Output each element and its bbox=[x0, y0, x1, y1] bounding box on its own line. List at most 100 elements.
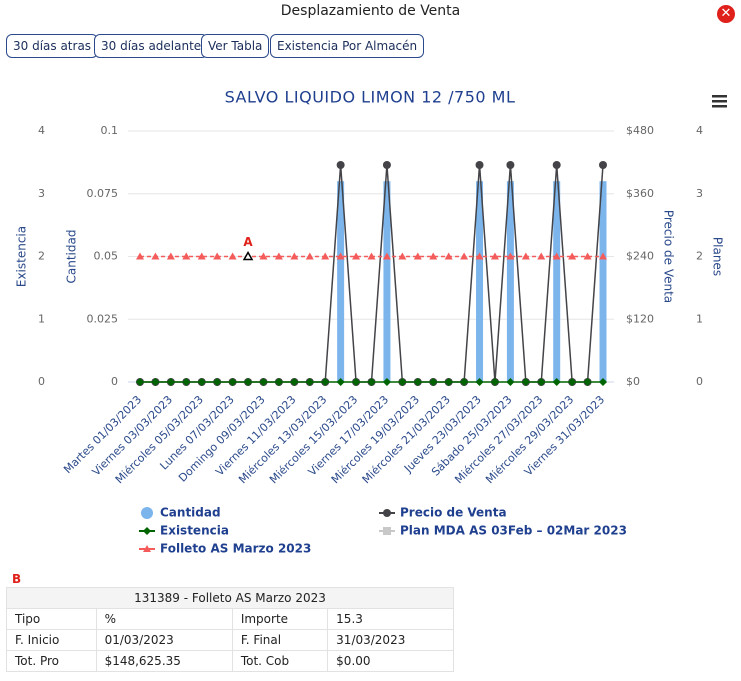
point bbox=[166, 252, 175, 260]
point bbox=[521, 378, 530, 386]
point bbox=[259, 252, 268, 260]
point bbox=[537, 378, 546, 386]
point bbox=[413, 252, 422, 260]
point bbox=[166, 378, 175, 386]
button[interactable]: Existencia Por Almacén bbox=[270, 34, 425, 58]
menu-bar bbox=[712, 100, 727, 103]
y-tick-label: 1 bbox=[696, 312, 703, 325]
point bbox=[599, 252, 607, 260]
y-tick-label: 0.05 bbox=[94, 250, 119, 263]
point bbox=[599, 160, 607, 169]
series-line bbox=[140, 164, 604, 383]
legend-item[interactable]: Cantidad bbox=[141, 506, 221, 520]
point bbox=[305, 378, 314, 386]
y-tick-label: 0 bbox=[111, 375, 118, 388]
point bbox=[475, 160, 484, 169]
point bbox=[599, 378, 607, 386]
point bbox=[259, 378, 268, 386]
point bbox=[490, 378, 499, 386]
legend-label: Existencia bbox=[160, 524, 229, 538]
legend-label: Plan MDA AS 03Feb – 02Mar 2023 bbox=[400, 524, 627, 538]
table-cell: F. Final bbox=[231, 629, 329, 651]
point bbox=[552, 160, 561, 169]
point bbox=[521, 252, 530, 260]
y-tick-label: 2 bbox=[38, 250, 45, 263]
button[interactable]: Ver Tabla bbox=[201, 34, 270, 58]
table-cell: $148,625.35 bbox=[95, 650, 233, 672]
legend-marker bbox=[383, 509, 391, 517]
point bbox=[382, 160, 391, 169]
y-tick-label: 2 bbox=[696, 250, 703, 263]
legend-marker bbox=[143, 527, 151, 535]
point bbox=[197, 378, 206, 386]
point bbox=[367, 378, 376, 386]
table-cell: F. Inicio bbox=[6, 629, 97, 651]
table-cell: $0.00 bbox=[327, 650, 454, 672]
axis-title: Cantidad bbox=[65, 230, 79, 284]
point bbox=[583, 252, 592, 260]
dialog-title: Desplazamiento de Venta bbox=[280, 3, 461, 19]
y-tick-label: 0.1 bbox=[101, 124, 119, 137]
legend-item[interactable]: Folleto AS Marzo 2023 bbox=[139, 542, 311, 556]
table-cell: 15.3 bbox=[327, 608, 454, 630]
point bbox=[382, 252, 391, 260]
table-title: 131389 - Folleto AS Marzo 2023 bbox=[6, 587, 454, 609]
point bbox=[475, 252, 484, 260]
point bbox=[228, 378, 237, 386]
point bbox=[151, 252, 160, 260]
bar bbox=[337, 181, 345, 382]
point bbox=[506, 252, 515, 260]
point bbox=[321, 378, 330, 386]
legend-item[interactable]: Precio de Venta bbox=[379, 506, 507, 520]
bar bbox=[476, 181, 484, 382]
point bbox=[274, 378, 283, 386]
point bbox=[537, 252, 546, 260]
point bbox=[506, 378, 515, 386]
button[interactable]: 30 días adelante bbox=[94, 34, 209, 58]
point bbox=[182, 378, 191, 386]
table-cell: % bbox=[95, 608, 233, 630]
table-cell: Tipo bbox=[6, 608, 97, 630]
y-tick-label: 0.025 bbox=[87, 312, 119, 325]
point bbox=[568, 378, 577, 386]
point bbox=[305, 252, 314, 260]
point bbox=[352, 378, 361, 386]
axis-title: Planes bbox=[711, 237, 725, 276]
point bbox=[552, 252, 561, 260]
bar bbox=[599, 181, 607, 382]
legend-marker bbox=[143, 545, 151, 552]
point bbox=[413, 378, 422, 386]
point bbox=[290, 252, 299, 260]
point bbox=[506, 160, 515, 169]
y-tick-label: 1 bbox=[38, 312, 45, 325]
axis-title: Existencia bbox=[15, 226, 29, 287]
axis-title: Precio de Venta bbox=[662, 210, 676, 303]
point bbox=[151, 378, 160, 386]
point bbox=[290, 378, 299, 386]
y-tick-label: 0.075 bbox=[87, 187, 119, 200]
menu-icon[interactable] bbox=[712, 95, 727, 108]
point bbox=[490, 252, 499, 260]
bar bbox=[506, 181, 514, 382]
legend-marker bbox=[141, 507, 153, 519]
y-tick-label: 3 bbox=[38, 187, 45, 200]
point bbox=[398, 252, 407, 260]
legend-item[interactable]: Existencia bbox=[139, 524, 229, 538]
button[interactable]: 30 días atras bbox=[6, 34, 99, 58]
point bbox=[136, 378, 144, 386]
legend-item[interactable]: Plan MDA AS 03Feb – 02Mar 2023 bbox=[379, 524, 627, 538]
y-tick-label: $240 bbox=[626, 250, 654, 263]
close-button[interactable]: ✕ bbox=[717, 5, 735, 23]
table-row: 131389 - Folleto AS Marzo 2023 bbox=[6, 587, 454, 609]
point bbox=[552, 378, 561, 386]
point bbox=[398, 378, 407, 386]
table-row: Tot. Pro $148,625.35 Tot. Cob $0.00 bbox=[6, 650, 454, 672]
point bbox=[274, 252, 283, 260]
point bbox=[336, 252, 345, 260]
point bbox=[583, 378, 592, 386]
point bbox=[242, 250, 254, 261]
menu-bar bbox=[712, 95, 727, 98]
point bbox=[382, 378, 391, 386]
bar bbox=[383, 181, 391, 382]
point bbox=[429, 252, 438, 260]
